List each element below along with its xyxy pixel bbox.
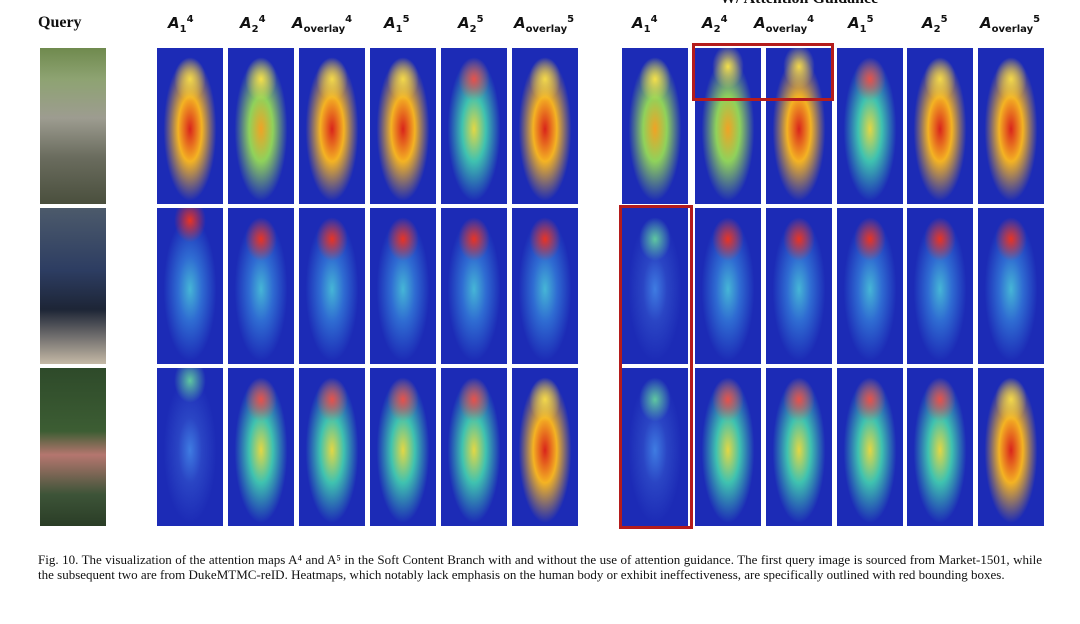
heatmap-guided-r2-a5-2 (907, 208, 973, 364)
heatmap-r2-a5-2 (441, 208, 507, 364)
heatmap-r2-a4-1 (157, 208, 223, 364)
heatmap-r1-a5-2 (441, 48, 507, 204)
heatmap-guided-r3-a5-overlay (978, 368, 1044, 526)
heatmap-r3-a4-overlay (299, 368, 365, 526)
heatmap-guided-r2-a4-1 (622, 208, 688, 364)
heatmap-guided-r1-a5-2 (907, 48, 973, 204)
col-header-a4-1-guided: A14 (632, 14, 658, 35)
heatmap-r1-a5-1 (370, 48, 436, 204)
col-header-a5-2-guided: A25 (922, 14, 948, 35)
heatmap-guided-r3-a4-2 (695, 368, 761, 526)
query-image-2 (40, 208, 106, 364)
heatmap-r2-a4-overlay (299, 208, 365, 364)
col-header-a4-1: A14 (168, 14, 194, 35)
col-header-a4-2-guided: A24 (702, 14, 728, 35)
col-header-a5-2: A25 (458, 14, 484, 35)
heatmap-r3-a4-2 (228, 368, 294, 526)
heatmap-guided-r3-a4-overlay (766, 368, 832, 526)
heatmap-r1-a4-2 (228, 48, 294, 204)
heatmap-guided-r2-a4-overlay (766, 208, 832, 364)
heatmap-guided-r2-a5-1 (837, 208, 903, 364)
heatmap-r3-a5-2 (441, 368, 507, 526)
red-bounding-box-top (692, 43, 834, 101)
col-header-a4-2: A24 (240, 14, 266, 35)
heatmap-guided-r3-a5-1 (837, 368, 903, 526)
heatmap-r2-a4-2 (228, 208, 294, 364)
col-header-a5-1-guided: A15 (848, 14, 874, 35)
figure-caption: Fig. 10. The visualization of the attent… (38, 552, 1042, 582)
heatmap-r2-a5-1 (370, 208, 436, 364)
heatmap-guided-r1-a5-1 (837, 48, 903, 204)
heatmap-r1-a4-overlay (299, 48, 365, 204)
heatmap-r2-a5-overlay (512, 208, 578, 364)
heatmap-guided-r2-a4-2 (695, 208, 761, 364)
col-header-a5-1: A15 (384, 14, 410, 35)
col-header-a4-overlay: Aoverlay4 (292, 14, 353, 35)
query-image-1 (40, 48, 106, 204)
heatmap-r3-a5-1 (370, 368, 436, 526)
query-header: Query (38, 14, 82, 31)
heatmap-guided-r1-a4-overlay (766, 48, 832, 204)
heatmap-r3-a4-1 (157, 368, 223, 526)
query-image-3 (40, 368, 106, 526)
heatmap-r3-a5-overlay (512, 368, 578, 526)
heatmap-guided-r3-a5-2 (907, 368, 973, 526)
heatmap-r1-a4-1 (157, 48, 223, 204)
col-header-a4-overlay-guided: Aoverlay4 (754, 14, 815, 35)
heatmap-r1-a5-overlay (512, 48, 578, 204)
red-bounding-box-left (619, 205, 693, 529)
heatmap-guided-r2-a5-overlay (978, 208, 1044, 364)
col-header-a5-overlay: Aoverlay5 (514, 14, 575, 35)
heatmap-guided-r1-a4-1 (622, 48, 688, 204)
heatmap-guided-r1-a4-2 (695, 48, 761, 204)
col-header-a5-overlay-guided: Aoverlay5 (980, 14, 1041, 35)
group-title-with-guidance: W/ Attention Guidance (720, 0, 878, 8)
heatmap-guided-r1-a5-overlay (978, 48, 1044, 204)
heatmap-guided-r3-a4-1 (622, 368, 688, 526)
